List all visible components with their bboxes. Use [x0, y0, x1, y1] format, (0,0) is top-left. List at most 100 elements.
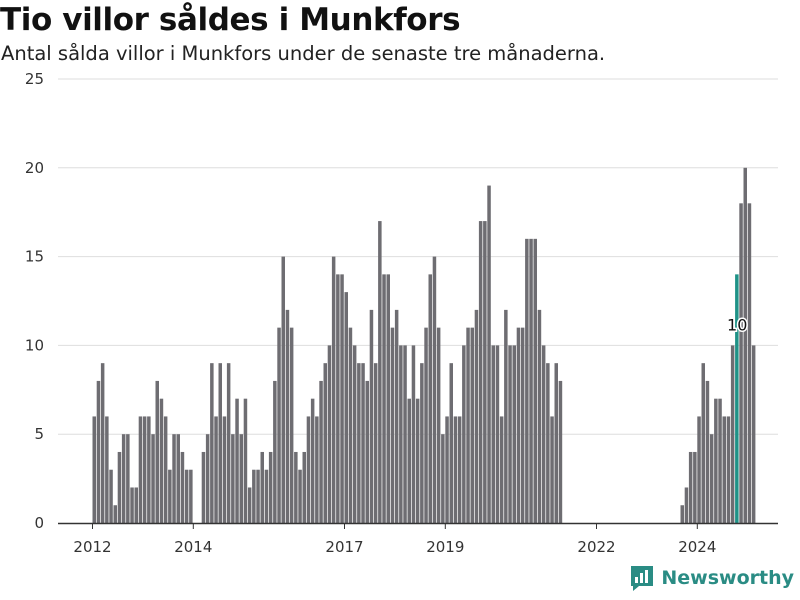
bar: [550, 416, 554, 523]
y-tick-label: 5: [34, 425, 44, 443]
bar: [348, 327, 353, 523]
bar: [323, 363, 327, 523]
data-label: 10: [727, 315, 747, 334]
bar: [680, 505, 684, 523]
bar: [147, 416, 151, 523]
bar: [268, 451, 273, 523]
bar: [436, 327, 441, 523]
bar: [273, 380, 277, 523]
bar: [151, 434, 155, 523]
bar: [491, 345, 495, 523]
chart-title: Tio villor såldes i Munkfors: [0, 2, 461, 38]
bar: [315, 416, 319, 523]
bar: [226, 363, 231, 523]
bar: [722, 416, 726, 523]
bar: [420, 363, 424, 523]
bar: [180, 451, 185, 523]
bar: [684, 487, 689, 523]
bar: [739, 203, 743, 523]
bar: [705, 380, 710, 523]
y-tick-label: 0: [34, 514, 44, 532]
bar: [134, 487, 138, 523]
bar: [277, 327, 281, 523]
bar: [310, 398, 315, 523]
bar: [701, 363, 705, 523]
brand-name: Newsworthy: [661, 567, 794, 589]
bar: [344, 292, 348, 523]
bar: [508, 345, 512, 523]
bar: [289, 327, 294, 523]
bar: [281, 256, 285, 523]
bar: [361, 363, 365, 523]
newsworthy-logo-icon: [631, 566, 654, 591]
bar: [239, 434, 243, 523]
y-tick-label: 20: [25, 159, 44, 177]
bar: [306, 416, 311, 523]
x-tick-label: 2024: [678, 538, 716, 556]
bar: [365, 380, 369, 523]
bar: [394, 309, 399, 523]
bar: [352, 345, 357, 523]
bar: [340, 274, 344, 523]
bar: [168, 469, 172, 523]
bar: [554, 363, 558, 523]
bar: [92, 416, 96, 523]
bar: [445, 416, 449, 523]
bar: [176, 434, 180, 523]
bar: [378, 221, 382, 523]
bar: [525, 238, 529, 523]
chart-subtitle: Antal sålda villor i Munkfors under de s…: [1, 42, 606, 65]
bar: [688, 451, 693, 523]
bar: [466, 327, 470, 523]
bar: [520, 327, 525, 523]
bar: [298, 469, 302, 523]
bar: [432, 256, 437, 523]
bar: [403, 345, 407, 523]
bar: [407, 398, 411, 523]
bar: [693, 451, 697, 523]
bar: [546, 363, 550, 523]
bar: [386, 274, 390, 523]
bar: [218, 363, 222, 523]
y-tick-label: 15: [25, 248, 44, 266]
bar: [105, 416, 109, 523]
bar: [222, 416, 227, 523]
bar: [495, 345, 500, 523]
bar: [357, 363, 361, 523]
bar: [210, 363, 214, 523]
bar: [189, 469, 193, 523]
bar: [441, 434, 445, 523]
bar: [424, 327, 428, 523]
bar: [369, 309, 374, 523]
bar: [718, 398, 722, 523]
bar: [747, 203, 752, 523]
bar: [100, 363, 105, 523]
bar: [138, 416, 143, 523]
bar: [113, 505, 117, 523]
bar: [415, 398, 420, 523]
bar: [163, 416, 168, 523]
newsworthy-brand[interactable]: Newsworthy: [629, 564, 794, 592]
bar: [235, 398, 239, 523]
bar: [294, 451, 298, 523]
bar: [247, 487, 252, 523]
bar: [533, 238, 537, 523]
bar: [504, 309, 508, 523]
bar: [751, 345, 756, 523]
bar: [121, 434, 126, 523]
bar: [331, 256, 336, 523]
bar: [264, 469, 269, 523]
x-tick-label: 2014: [174, 538, 212, 556]
bar: [499, 416, 504, 523]
bar: [155, 380, 159, 523]
bar: [516, 327, 521, 523]
bar: [373, 363, 378, 523]
bar: [453, 416, 458, 523]
bar: [214, 416, 218, 523]
bar: [382, 274, 386, 523]
bar: [697, 416, 701, 523]
bar: [558, 380, 563, 523]
y-tick-label: 25: [25, 70, 44, 88]
bar: [457, 416, 462, 523]
bar: [172, 434, 176, 523]
